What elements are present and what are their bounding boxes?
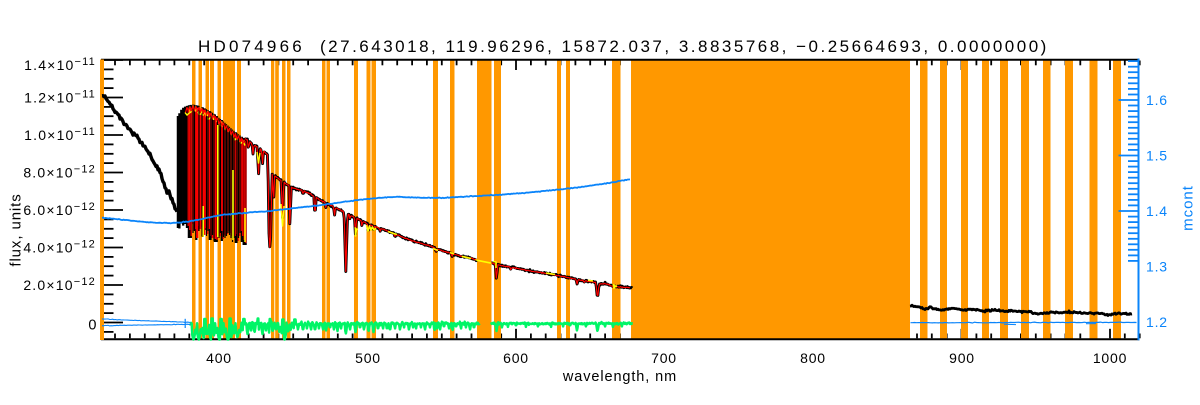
svg-text:8.0×10−12: 8.0×10−12 <box>23 163 96 180</box>
svg-text:700: 700 <box>651 350 677 366</box>
svg-text:mcont: mcont <box>1180 185 1197 231</box>
svg-text:0: 0 <box>88 318 96 334</box>
svg-text:800: 800 <box>800 350 826 366</box>
svg-text:1.5: 1.5 <box>1146 147 1168 163</box>
svg-text:1.6: 1.6 <box>1146 92 1168 108</box>
svg-text:6.0×10−12: 6.0×10−12 <box>23 201 96 218</box>
svg-text:1.0×10−11: 1.0×10−11 <box>24 126 96 143</box>
svg-text:1.4: 1.4 <box>1146 203 1168 219</box>
svg-text:flux, units: flux, units <box>8 193 25 266</box>
svg-text:(27.643018, 119.96296, 15872.0: (27.643018, 119.96296, 15872.037, 3.8835… <box>320 37 1049 56</box>
svg-text:1.3: 1.3 <box>1146 258 1168 274</box>
svg-text:900: 900 <box>949 350 975 366</box>
svg-text:1000: 1000 <box>1093 350 1127 366</box>
svg-text:1.2: 1.2 <box>1146 314 1168 330</box>
svg-text:1.4×10−11: 1.4×10−11 <box>24 56 96 73</box>
svg-text:400: 400 <box>206 350 232 366</box>
svg-text:HD074966: HD074966 <box>198 37 305 56</box>
svg-text:600: 600 <box>503 350 529 366</box>
svg-text:1.2×10−11: 1.2×10−11 <box>24 88 96 105</box>
svg-text:500: 500 <box>355 350 381 366</box>
svg-text:4.0×10−12: 4.0×10−12 <box>23 238 96 255</box>
svg-text:2.0×10−12: 2.0×10−12 <box>23 276 96 293</box>
svg-text:wavelength, nm: wavelength, nm <box>562 369 677 385</box>
